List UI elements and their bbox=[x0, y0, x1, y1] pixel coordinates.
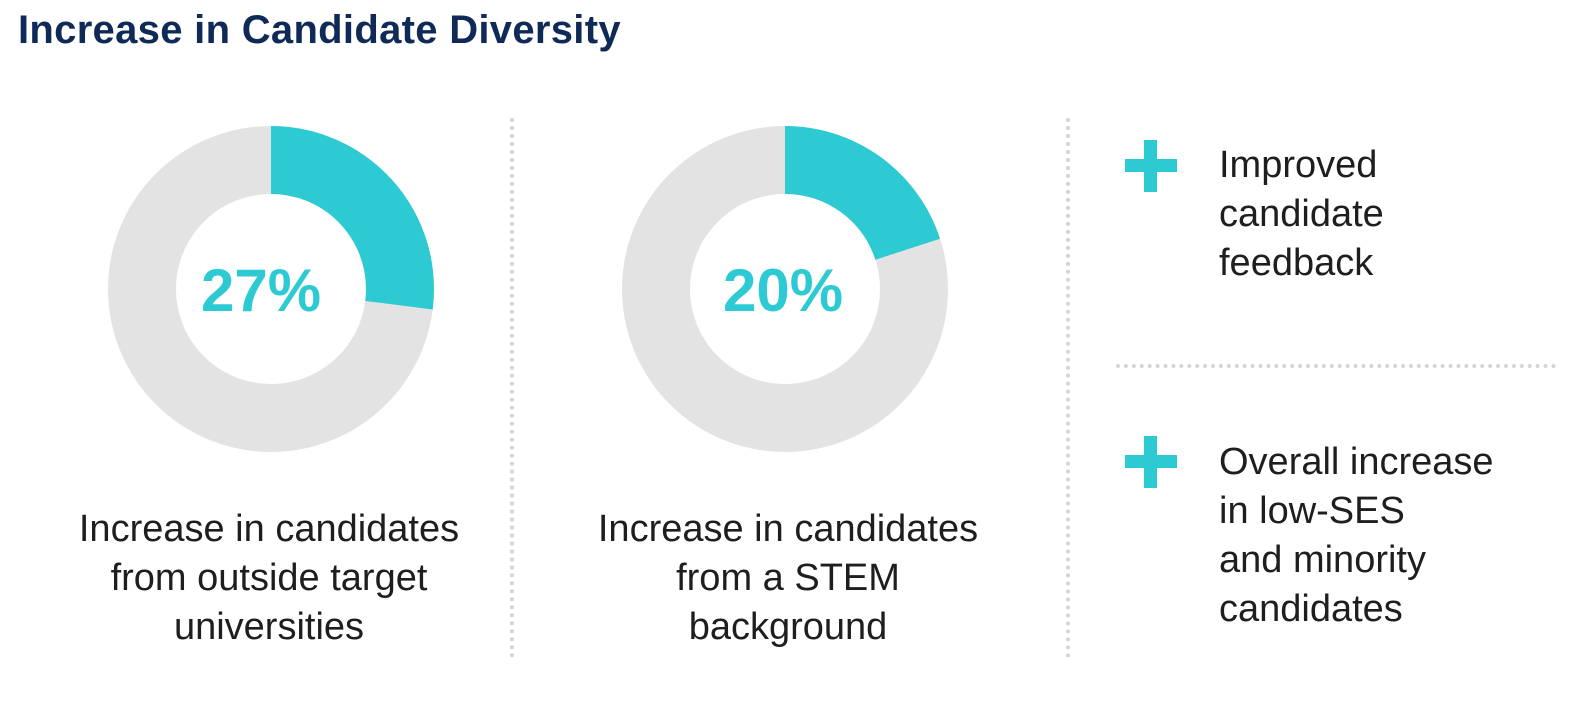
donut-value-arc bbox=[108, 126, 434, 452]
bullet-line: candidates bbox=[1219, 588, 1403, 630]
donut-center-label: 20% bbox=[723, 257, 843, 324]
page-title: Increase in Candidate Diversity bbox=[18, 8, 621, 52]
row-divider bbox=[1116, 364, 1556, 368]
donut-caption-outside-target-universities: Increase in candidates from outside targ… bbox=[29, 505, 509, 652]
donut-value-arc bbox=[622, 126, 948, 452]
bullet-line: Overall increase bbox=[1219, 441, 1494, 483]
plus-icon bbox=[1125, 140, 1177, 192]
caption-line: from a STEM bbox=[676, 557, 900, 599]
donut-chart-outside-target-universities: 27% bbox=[108, 126, 434, 452]
bullet-line: candidate bbox=[1219, 193, 1384, 235]
bullet-line: in low-SES bbox=[1219, 490, 1405, 532]
caption-line: universities bbox=[173, 606, 365, 648]
donut-center-label: 27% bbox=[201, 257, 321, 324]
bullet-improved-feedback: Improved candidate feedback bbox=[1219, 141, 1579, 288]
bullet-line: Improved bbox=[1219, 144, 1378, 186]
donut-chart-stem-background: 20% bbox=[622, 126, 948, 452]
caption-line: background bbox=[688, 606, 888, 648]
caption-line: Increase in candidates bbox=[78, 508, 460, 550]
plus-icon bbox=[1125, 436, 1177, 488]
column-divider bbox=[510, 118, 514, 658]
bullet-low-ses-minority: Overall increase in low-SES and minority… bbox=[1219, 438, 1579, 634]
caption-line: from outside target bbox=[110, 557, 428, 599]
bullet-line: and minority bbox=[1219, 539, 1426, 581]
caption-line: Increase in candidates bbox=[597, 508, 979, 550]
bullet-line: feedback bbox=[1219, 242, 1374, 284]
donut-caption-stem-background: Increase in candidates from a STEM backg… bbox=[548, 505, 1028, 652]
column-divider bbox=[1066, 118, 1070, 658]
